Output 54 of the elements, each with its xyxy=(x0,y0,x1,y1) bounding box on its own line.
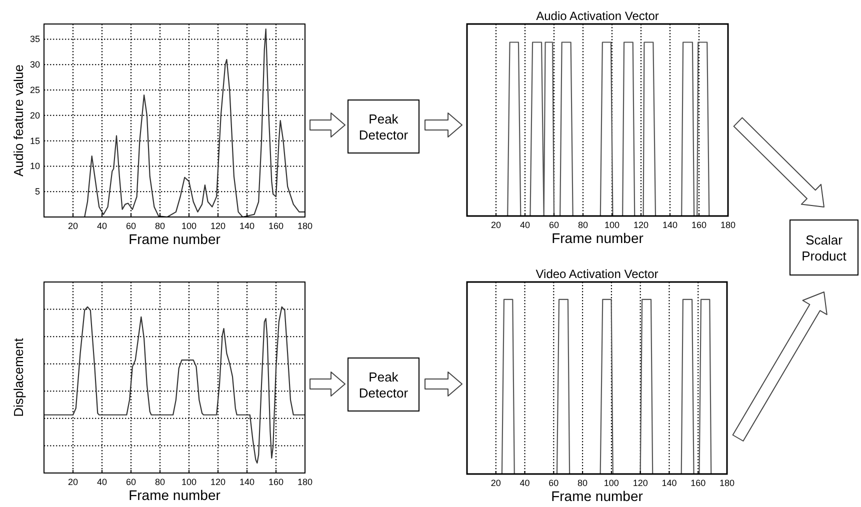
x-tick-label: 120 xyxy=(210,477,226,487)
x-tick-label: 160 xyxy=(690,478,706,488)
x-tick-label: 140 xyxy=(239,221,255,231)
y-tick-label: 10 xyxy=(30,161,40,172)
x-tick-label: 60 xyxy=(548,478,559,488)
y-tick-label: 20 xyxy=(30,110,40,120)
x-tick-label: 120 xyxy=(210,221,226,231)
y-tick-label: 15 xyxy=(30,136,40,146)
x-tick-label: 120 xyxy=(633,220,649,230)
chart-title: Video Activation Vector xyxy=(536,267,658,281)
y-axis-title: Audio feature value xyxy=(11,64,26,177)
x-tick-label: 160 xyxy=(268,221,284,231)
x-tick-label: 60 xyxy=(126,477,136,487)
x-tick-label: 40 xyxy=(520,478,530,488)
x-axis-title: Frame number xyxy=(551,488,644,504)
chart-title: Audio Activation Vector xyxy=(536,9,659,23)
y-tick-label: 30 xyxy=(30,60,40,70)
x-tick-label: 140 xyxy=(239,477,255,487)
x-tick-label: 180 xyxy=(297,477,313,487)
x-tick-label: 140 xyxy=(662,478,677,488)
x-axis-title: Frame number xyxy=(128,487,221,503)
x-tick-label: 100 xyxy=(181,477,197,487)
text: Peak Detector xyxy=(358,112,409,142)
x-tick-label: 20 xyxy=(68,221,78,231)
y-tick-label: 5 xyxy=(34,186,40,197)
x-tick-label: 160 xyxy=(268,477,284,487)
x-tick-label: 80 xyxy=(154,221,166,231)
x-tick-label: 180 xyxy=(720,220,736,230)
x-tick-label: 60 xyxy=(126,221,136,231)
text: Peak Detector xyxy=(358,370,409,400)
x-tick-label: 140 xyxy=(662,220,678,230)
y-tick-label: 25 xyxy=(30,85,40,96)
text: Scalar Product xyxy=(802,232,847,264)
x-tick-label: 20 xyxy=(490,478,501,488)
x-tick-label: 40 xyxy=(96,477,108,487)
x-tick-label: 120 xyxy=(632,478,648,488)
x-tick-label: 180 xyxy=(719,478,735,488)
x-tick-label: 100 xyxy=(181,221,197,231)
x-tick-label: 80 xyxy=(154,477,166,487)
x-tick-label: 40 xyxy=(96,221,108,231)
x-tick-label: 80 xyxy=(578,220,588,230)
x-tick-label: 100 xyxy=(604,220,620,230)
x-tick-label: 20 xyxy=(490,220,502,230)
x-axis-title: Frame number xyxy=(552,230,644,246)
y-axis-title: Displacement xyxy=(11,338,26,417)
x-tick-label: 20 xyxy=(68,477,78,487)
x-tick-label: 180 xyxy=(297,221,313,231)
x-tick-label: 60 xyxy=(548,220,560,230)
x-tick-label: 160 xyxy=(691,220,707,230)
x-tick-label: 80 xyxy=(578,478,588,488)
x-tick-label: 40 xyxy=(520,220,530,230)
x-axis-title: Frame number xyxy=(128,231,221,247)
y-tick-label: 35 xyxy=(30,34,40,44)
x-tick-label: 100 xyxy=(604,478,619,488)
